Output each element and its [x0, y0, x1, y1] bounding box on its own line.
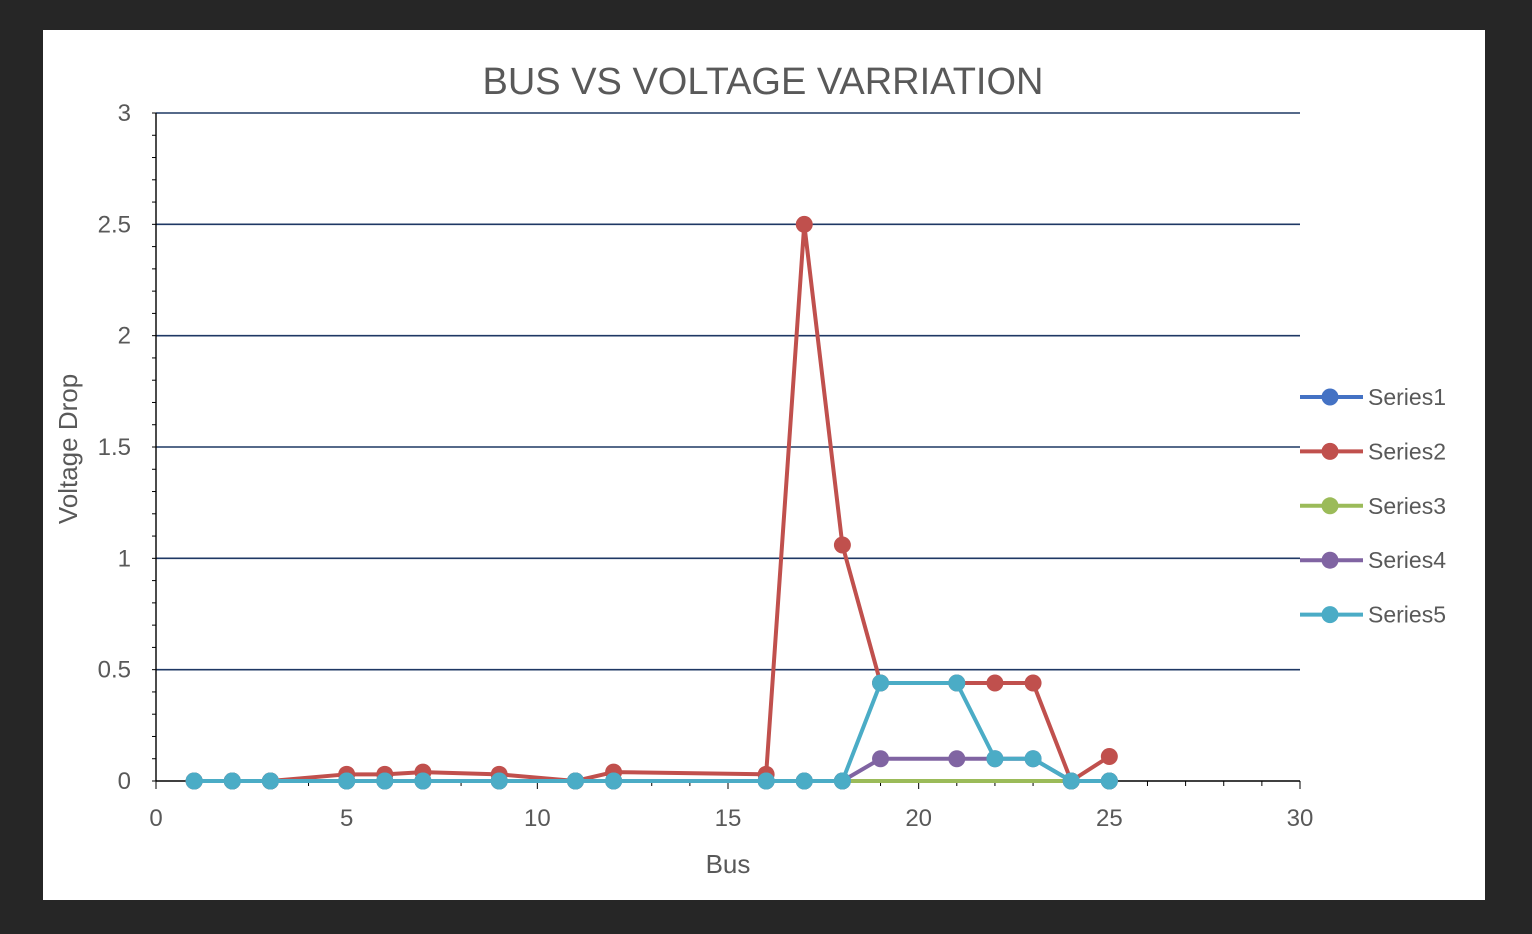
y-tick-label: 3	[118, 100, 131, 127]
data-point	[795, 215, 813, 233]
y-tick-label: 2.5	[98, 211, 131, 238]
x-tick-label: 25	[1096, 805, 1123, 832]
line-chart: BUS VS VOLTAGE VARRIATION 00.511.522.530…	[53, 61, 1446, 879]
legend-item: Series5	[1300, 602, 1446, 628]
chart-title: BUS VS VOLTAGE VARRIATION	[483, 61, 1044, 103]
series-layer	[185, 215, 1118, 790]
data-point	[605, 772, 623, 790]
data-point	[1024, 750, 1042, 768]
legend-marker	[1321, 606, 1339, 624]
legend-label: Series1	[1368, 384, 1446, 410]
data-point	[490, 772, 508, 790]
x-tick-label: 15	[715, 805, 742, 832]
legend-marker	[1321, 442, 1339, 460]
data-point	[261, 772, 279, 790]
data-point	[986, 674, 1004, 692]
legend-item: Series2	[1300, 438, 1446, 464]
y-tick-label: 1	[118, 545, 131, 572]
data-point	[1062, 772, 1080, 790]
data-point	[1024, 674, 1042, 692]
data-point	[338, 772, 356, 790]
x-tick-label: 30	[1287, 805, 1314, 832]
legend-item: Series4	[1300, 547, 1446, 573]
x-tick-label: 5	[340, 805, 353, 832]
legend-label: Series5	[1368, 602, 1446, 628]
y-tick-label: 1.5	[98, 434, 131, 461]
data-point	[948, 750, 966, 768]
legend-marker	[1321, 388, 1339, 406]
legend-item: Series3	[1300, 493, 1446, 519]
data-point	[833, 536, 851, 554]
y-axis-title: Voltage Drop	[53, 374, 83, 524]
data-point	[872, 750, 890, 768]
axes: 00.511.522.530 5 10 15 20 25 30	[98, 100, 1314, 832]
data-point	[795, 772, 813, 790]
data-point	[986, 750, 1004, 768]
y-tick-label: 0	[118, 768, 131, 795]
data-point	[833, 772, 851, 790]
legend-marker	[1321, 551, 1339, 569]
legend-label: Series4	[1368, 547, 1446, 573]
legend-label: Series3	[1368, 493, 1446, 519]
data-point	[223, 772, 241, 790]
x-axis-title: Bus	[706, 849, 751, 879]
x-tick-label: 20	[905, 805, 932, 832]
data-point	[414, 772, 432, 790]
data-point	[376, 772, 394, 790]
data-point	[757, 772, 775, 790]
data-point	[1100, 772, 1118, 790]
x-tick-label: 10	[524, 805, 551, 832]
data-point	[566, 772, 584, 790]
x-tick-label: 0	[149, 805, 162, 832]
series-5	[185, 674, 1118, 790]
data-point	[1100, 748, 1118, 766]
data-point	[872, 674, 890, 692]
series-2	[185, 215, 1118, 790]
legend-marker	[1321, 497, 1339, 515]
y-tick-label: 0.5	[98, 657, 131, 684]
y-tick-label: 2	[118, 323, 131, 350]
data-point	[185, 772, 203, 790]
gridlines	[156, 112, 1300, 671]
legend-label: Series2	[1368, 438, 1446, 464]
series-line	[194, 222, 1111, 783]
legend: Series1 Series2 Series3 Series4 Series5	[1300, 384, 1446, 628]
series-line	[194, 681, 1110, 783]
data-point	[948, 674, 966, 692]
chart-panel: BUS VS VOLTAGE VARRIATION 0 0.5 1 1.5 2 2.5 3 0…	[43, 30, 1485, 900]
legend-item: Series1	[1300, 384, 1446, 410]
